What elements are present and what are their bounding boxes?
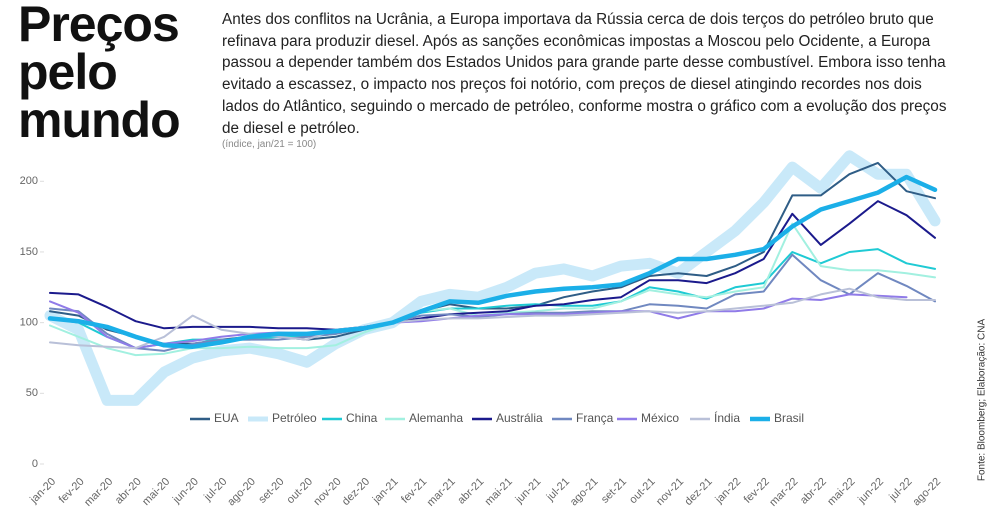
x-tick-label: mar-20 (82, 476, 115, 509)
y-tick-label: 200 (20, 175, 38, 187)
intro-text: Antes dos conflitos na Ucrânia, a Europa… (222, 11, 947, 137)
legend-label: Petróleo (272, 411, 317, 425)
x-tick-label: abr-20 (113, 476, 144, 507)
x-tick-label: out-21 (627, 476, 658, 507)
x-tick-label: dez-20 (340, 476, 372, 508)
legend-label: México (641, 411, 679, 425)
x-tick-label: ago-22 (910, 476, 943, 509)
y-tick-label: 100 (20, 317, 38, 329)
series-line (47, 174, 938, 349)
series-line (44, 150, 941, 406)
x-tick-label: jun-20 (170, 476, 201, 507)
legend-label: EUA (214, 411, 239, 425)
y-tick-label: 50 (26, 387, 38, 399)
series-line (49, 200, 936, 331)
series-line (49, 293, 908, 350)
x-tick-label: dez-21 (683, 476, 715, 508)
x-tick-label: out-20 (285, 476, 316, 507)
x-tick-label: abr-22 (798, 476, 829, 507)
y-tick-label: 0 (32, 458, 38, 470)
x-tick-label: mai-20 (140, 476, 172, 508)
series-line (49, 161, 936, 345)
source: Fonte: Bloomberg; Elaboração: CNA (977, 319, 988, 482)
x-tick-label: mar-21 (425, 476, 458, 509)
x-tick-label: set-20 (256, 476, 286, 506)
legend-label: França (576, 411, 614, 425)
subtitle: (índice, jan/21 = 100) (222, 139, 317, 150)
x-tick-label: jan-21 (370, 476, 401, 507)
x-tick-label: jun-22 (855, 476, 886, 507)
legend-label: Brasil (774, 411, 804, 425)
x-tick-label: mai-21 (483, 476, 515, 508)
title: Preços pelo mundo (18, 0, 181, 148)
x-tick-label: mai-22 (825, 476, 857, 508)
legend-label: Austrália (496, 411, 543, 425)
x-tick-label: jun-21 (513, 476, 544, 507)
x-tick-label: jan-22 (713, 476, 744, 507)
x-tick-label: nov-21 (654, 476, 686, 508)
x-tick-label: mar-22 (767, 476, 800, 509)
y-tick-label: 150 (20, 246, 38, 258)
series-line (49, 253, 936, 352)
legend-label: Alemanha (409, 411, 463, 425)
x-tick-label: abr-21 (455, 476, 486, 507)
legend-label: Índia (714, 410, 740, 425)
legend-label: China (346, 411, 378, 425)
x-tick-label: jan-20 (27, 476, 58, 507)
x-tick-label: set-21 (599, 476, 629, 506)
series-line (49, 287, 936, 350)
x-tick-label: ago-20 (225, 476, 258, 509)
x-tick-label: ago-21 (568, 476, 601, 509)
x-tick-label: nov-20 (311, 476, 343, 508)
